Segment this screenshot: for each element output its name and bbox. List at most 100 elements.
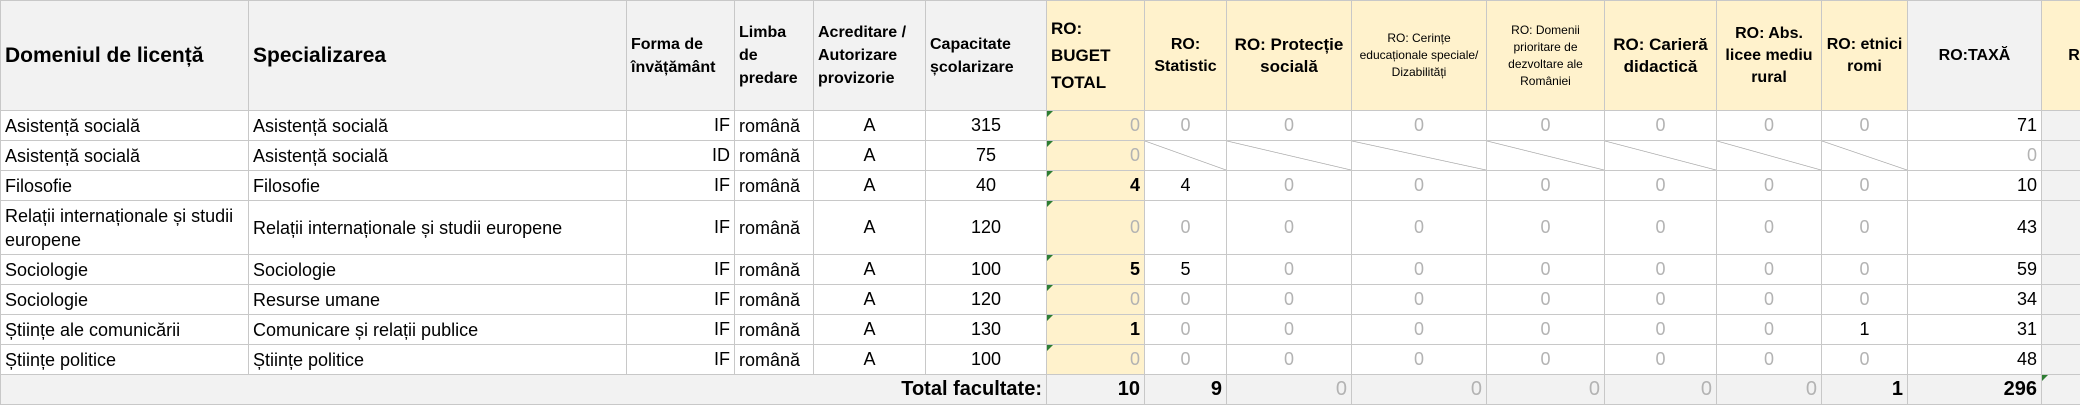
- cell-total: 32: [2041, 314, 2080, 345]
- header-forma: Forma de învățământ: [626, 0, 735, 111]
- table-row: Relații internaționale și studii europen…: [0, 200, 2080, 255]
- cell-abs: 0: [1716, 110, 1822, 141]
- cell-domeniu: Filosofie: [0, 170, 249, 201]
- table-row: Sociologie Sociologie IF română A 100 5 5 0 0 0 0 0 0…: [0, 254, 2080, 285]
- cell-buget-total: 0: [1046, 200, 1145, 255]
- cell-etnici: 0: [1821, 110, 1908, 141]
- cell-abs: 0: [1716, 200, 1822, 255]
- cell-limba: română: [734, 140, 814, 171]
- cell-domeniu: Sociologie: [0, 254, 249, 285]
- header-ro-cerinte: RO: Cerințe educaționale speciale/ Dizab…: [1351, 0, 1487, 111]
- cell-capacitate: 120: [925, 284, 1047, 315]
- totals-row: Total facultate:109000001296306: [0, 374, 2080, 405]
- cell-domeniu: Relații internaționale și studii europen…: [0, 200, 249, 255]
- cell-cerinte: [1351, 140, 1487, 171]
- cell-buget-total: 4: [1046, 170, 1145, 201]
- cell-taxa: 59: [1907, 254, 2042, 285]
- cell-etnici: 0: [1821, 254, 1908, 285]
- cell-abs: 0: [1716, 314, 1822, 345]
- cell-domenii: 0: [1486, 314, 1605, 345]
- cell-domeniu: Științe politice: [0, 344, 249, 375]
- cell-abs: [1716, 140, 1822, 171]
- cell-domeniu: Asistență socială: [0, 140, 249, 171]
- totals-buget: 10: [1046, 374, 1145, 405]
- cell-statistic: 5: [1144, 254, 1227, 285]
- totals-cariera: 0: [1604, 374, 1717, 405]
- cell-abs: 0: [1716, 254, 1822, 285]
- header-ro-domenii: RO: Domenii prioritare de dezvoltare ale…: [1486, 0, 1605, 111]
- cell-cariera: 0: [1604, 314, 1717, 345]
- cell-cariera: 0: [1604, 170, 1717, 201]
- cell-specializarea: Științe politice: [248, 344, 627, 375]
- cell-capacitate: 100: [925, 254, 1047, 285]
- cell-protectie: 0: [1226, 170, 1352, 201]
- header-ro-protectie: RO: Protecție socială: [1226, 0, 1352, 111]
- cell-statistic: 0: [1144, 314, 1227, 345]
- cell-capacitate: 100: [925, 344, 1047, 375]
- cell-taxa: 43: [1907, 200, 2042, 255]
- header-domeniu: Domeniul de licență: [0, 0, 249, 111]
- cell-cariera: 0: [1604, 110, 1717, 141]
- table-row: Asistență socială Asistență socială ID româ…: [0, 140, 2080, 171]
- cell-limba: română: [734, 344, 814, 375]
- header-ro-cariera: RO: Carieră didactică: [1604, 0, 1717, 111]
- cell-acreditare: A: [813, 140, 926, 171]
- cell-domeniu: Asistență socială: [0, 110, 249, 141]
- cell-taxa: 0: [1907, 140, 2042, 171]
- cell-cerinte: 0: [1351, 254, 1487, 285]
- totals-domenii: 0: [1486, 374, 1605, 405]
- cell-forma: IF: [626, 200, 735, 255]
- cell-taxa: 10: [1907, 170, 2042, 201]
- cell-protectie: 0: [1226, 110, 1352, 141]
- cell-cerinte: 0: [1351, 110, 1487, 141]
- cell-etnici: 0: [1821, 200, 1908, 255]
- cell-forma: IF: [626, 254, 735, 285]
- cell-statistic: 0: [1144, 110, 1227, 141]
- cell-acreditare: A: [813, 170, 926, 201]
- cell-statistic: [1144, 140, 1227, 171]
- cell-acreditare: A: [813, 200, 926, 255]
- totals-abs: 0: [1716, 374, 1822, 405]
- cell-etnici: [1821, 140, 1908, 171]
- cell-cariera: 0: [1604, 344, 1717, 375]
- cell-specializarea: Asistență socială: [248, 110, 627, 141]
- cell-etnici: 0: [1821, 284, 1908, 315]
- cell-forma: IF: [626, 314, 735, 345]
- cell-protectie: 0: [1226, 254, 1352, 285]
- cell-forma: IF: [626, 284, 735, 315]
- cell-abs: 0: [1716, 344, 1822, 375]
- cell-capacitate: 120: [925, 200, 1047, 255]
- header-acreditare: Acreditare / Autorizare provizorie: [813, 0, 926, 111]
- header-capacitate: Capacitate școlarizare: [925, 0, 1047, 111]
- cell-domenii: [1486, 140, 1605, 171]
- cell-total: 71: [2041, 110, 2080, 141]
- cell-statistic: 4: [1144, 170, 1227, 201]
- cell-acreditare: A: [813, 284, 926, 315]
- cell-buget-total: 1: [1046, 314, 1145, 345]
- cell-capacitate: 75: [925, 140, 1047, 171]
- totals-statistic: 9: [1144, 374, 1227, 405]
- cell-limba: română: [734, 200, 814, 255]
- totals-protectie: 0: [1226, 374, 1352, 405]
- header-row: Domeniul de licență Specializarea Forma …: [0, 0, 2080, 111]
- cell-total: 34: [2041, 284, 2080, 315]
- cell-statistic: 0: [1144, 284, 1227, 315]
- cell-cariera: 0: [1604, 200, 1717, 255]
- cell-statistic: 0: [1144, 200, 1227, 255]
- cell-cerinte: 0: [1351, 170, 1487, 201]
- header-ro-total: RO: TOTAL: [2041, 0, 2080, 111]
- cell-taxa: 31: [1907, 314, 2042, 345]
- cell-total: 48: [2041, 344, 2080, 375]
- cell-buget-total: 0: [1046, 110, 1145, 141]
- cell-specializarea: Asistență socială: [248, 140, 627, 171]
- cell-specializarea: Relații internaționale și studii europen…: [248, 200, 627, 255]
- cell-domenii: 0: [1486, 344, 1605, 375]
- cell-taxa: 48: [1907, 344, 2042, 375]
- cell-buget-total: 0: [1046, 344, 1145, 375]
- table-row: FilosofieFilosofieIFromânăA4044000000101…: [0, 170, 2080, 201]
- cell-total: 0: [2041, 140, 2080, 171]
- cell-forma: IF: [626, 344, 735, 375]
- cell-acreditare: A: [813, 254, 926, 285]
- cell-domeniu: Sociologie: [0, 284, 249, 315]
